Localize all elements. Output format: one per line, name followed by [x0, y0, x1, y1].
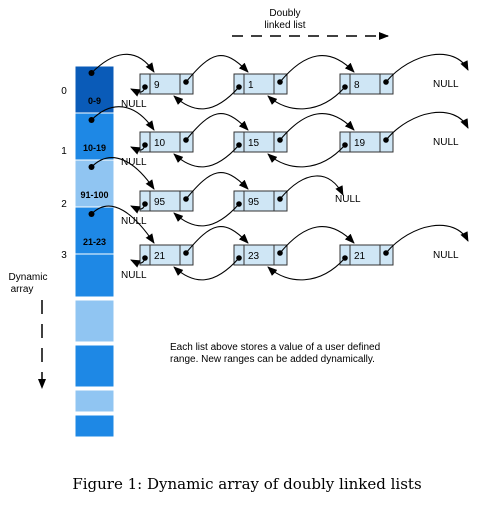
list-node: 23: [233, 244, 288, 266]
list-node: 9: [139, 73, 194, 95]
node-value: 95: [154, 197, 166, 208]
null-label-head: NULL: [121, 216, 147, 227]
prev-arrow: [267, 257, 346, 281]
array-range-label: 0-9: [88, 96, 101, 106]
array-to-list-arrow: [91, 106, 155, 131]
list-node: 21: [139, 244, 194, 266]
prev-arrow: [173, 86, 240, 110]
null-label-head: NULL: [121, 157, 147, 168]
note-line1: Each list above stores a value of a user…: [170, 342, 380, 353]
prev-arrow: [267, 86, 346, 110]
node-value: 23: [248, 251, 260, 262]
next-arrow-to-null: [385, 111, 469, 141]
linked-list-row: 9 1 8 NULL NULL: [91, 53, 469, 110]
null-label-head: NULL: [121, 99, 147, 110]
null-label-head: NULL: [121, 270, 147, 281]
node-value: 19: [354, 138, 366, 149]
prev-arrow-to-null: [130, 203, 146, 214]
next-arrow: [185, 55, 249, 83]
note-line2: range. New ranges can be added dynamical…: [170, 354, 375, 365]
null-label-tail: NULL: [335, 194, 361, 205]
next-arrow-to-null: [385, 224, 469, 254]
list-node: 95: [139, 190, 194, 212]
node-value: 21: [354, 251, 366, 262]
array-range-label: 10-19: [83, 143, 106, 153]
prev-arrow-to-null: [130, 144, 146, 155]
doubly-linked-list-title-line1: Doubly: [269, 8, 300, 19]
array-cell-empty: [74, 253, 115, 298]
next-arrow-to-null: [279, 175, 344, 200]
prev-arrow-to-null: [130, 86, 146, 97]
prev-arrow-to-null: [130, 257, 146, 268]
array-index-label: 2: [61, 199, 67, 210]
array-index-label: 1: [61, 146, 67, 157]
dynamic-array-label-line1: Dynamic: [9, 272, 48, 283]
node-value: 15: [248, 138, 260, 149]
array-to-list-arrow: [91, 205, 155, 244]
next-arrow: [185, 172, 249, 200]
list-node: 8: [339, 73, 394, 95]
dynamic-array-label-line2: array: [11, 284, 34, 295]
doubly-linked-list-title-line2: linked list: [264, 20, 305, 31]
next-arrow-to-null: [385, 53, 469, 83]
null-label-tail: NULL: [433, 79, 459, 90]
dynamic-array: 0-9 10-19 91-100 21-23: [74, 65, 115, 438]
list-node: 21: [339, 244, 394, 266]
next-arrow: [279, 226, 355, 254]
array-index-label: 3: [61, 250, 67, 261]
array-cell-empty: [74, 414, 115, 438]
node-value: 95: [248, 197, 260, 208]
linked-list-row: 95 95 NULL NULL: [91, 157, 361, 227]
node-value: 9: [154, 80, 160, 91]
node-value: 1: [248, 80, 254, 91]
next-arrow: [185, 113, 249, 141]
list-node: 95: [233, 190, 288, 212]
array-to-list-arrow: [91, 53, 155, 74]
array-index-labels: 0 1 2 3: [61, 86, 67, 261]
array-range-label: 21-23: [83, 237, 106, 247]
array-index-label: 0: [61, 86, 67, 97]
linked-list-row: 10 15 19 NULL NULL: [91, 106, 469, 168]
array-cell-1: [74, 112, 115, 161]
array-range-label: 91-100: [80, 190, 108, 200]
array-cell-empty: [74, 299, 115, 343]
next-arrow: [279, 113, 355, 141]
list-node: 1: [233, 73, 288, 95]
next-arrow: [279, 55, 355, 83]
node-value: 8: [354, 80, 360, 91]
node-value: 10: [154, 138, 166, 149]
prev-arrow: [173, 144, 240, 168]
list-node: 15: [233, 131, 288, 153]
prev-arrow: [267, 144, 346, 168]
array-cell-empty: [74, 344, 115, 388]
null-label-tail: NULL: [433, 137, 459, 148]
prev-arrow: [173, 257, 240, 281]
list-node: 19: [339, 131, 394, 153]
next-arrow: [185, 226, 249, 254]
linked-list-row: 21 23 21 NULL NULL: [91, 205, 469, 281]
null-label-tail: NULL: [433, 250, 459, 261]
prev-arrow: [173, 203, 240, 227]
node-value: 21: [154, 251, 166, 262]
figure-caption: Figure 1: Dynamic array of doubly linked…: [72, 475, 422, 493]
array-to-list-arrow: [91, 157, 155, 190]
list-node: 10: [139, 131, 194, 153]
array-cell-empty: [74, 389, 115, 413]
